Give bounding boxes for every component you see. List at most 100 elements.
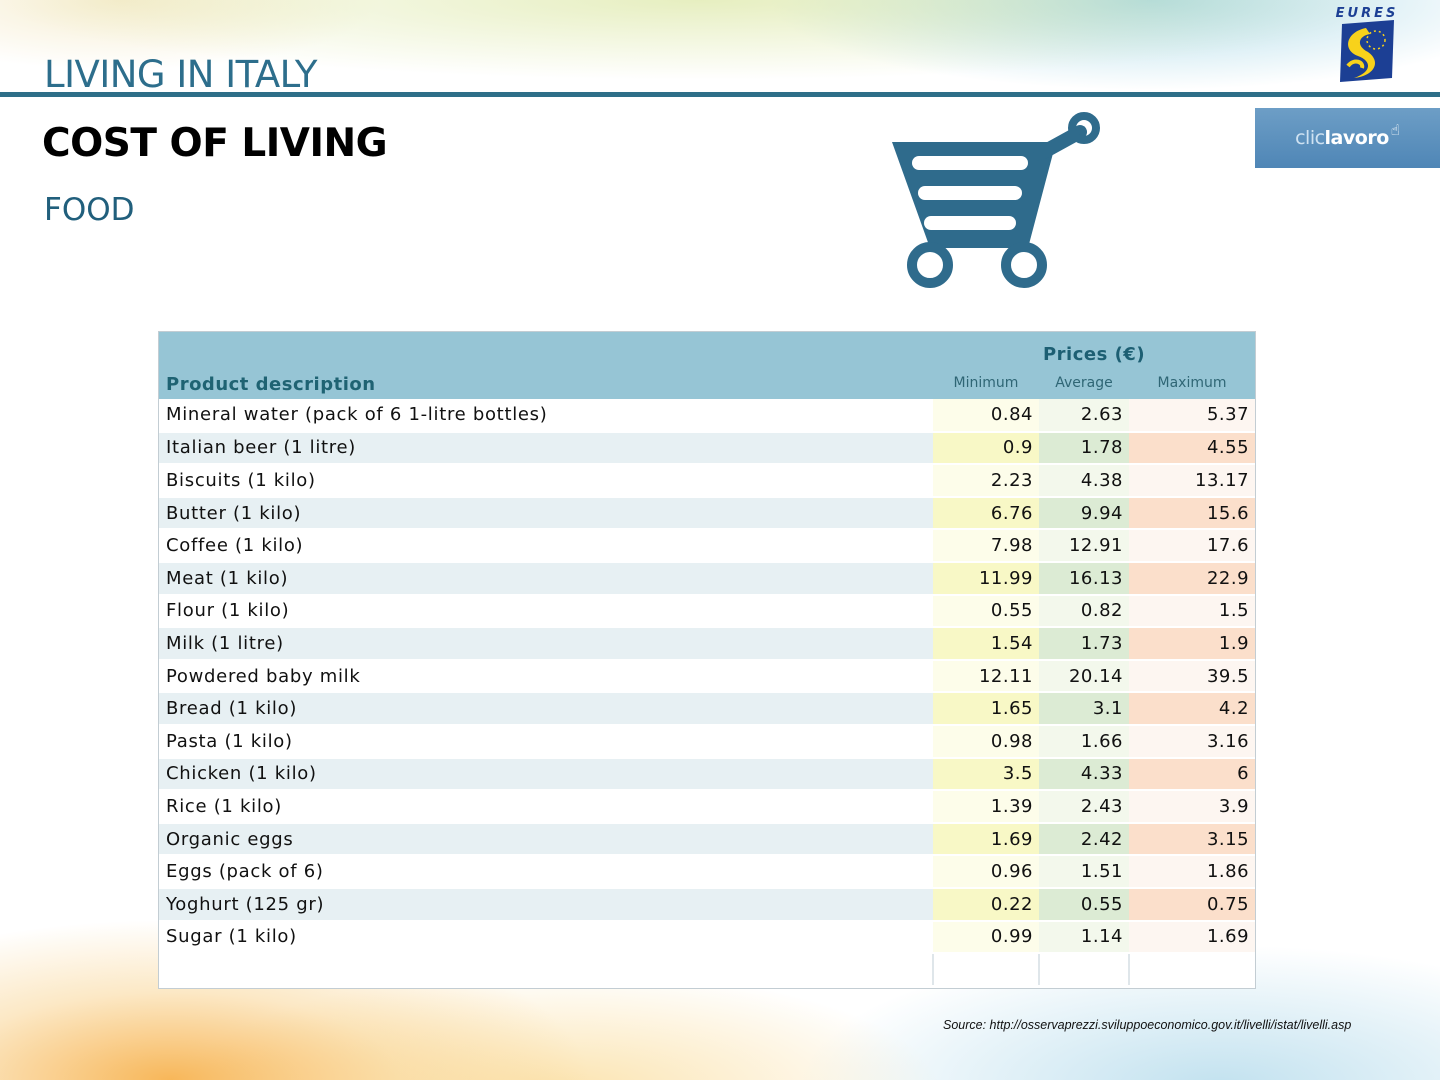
minimum-price-cell: 1.39 xyxy=(933,790,1039,824)
table-row: Yoghurt (125 gr) 0.22 0.55 0.75 xyxy=(159,887,1256,922)
maximum-column-header: Maximum xyxy=(1129,367,1256,399)
slide-subtitle: COST OF LIVING xyxy=(42,121,388,166)
eures-logo-text: EURES xyxy=(1335,6,1399,21)
table-header-spacer xyxy=(159,332,933,367)
minimum-price-cell: 0.22 xyxy=(933,887,1039,922)
table-empty-row xyxy=(159,952,1256,986)
minimum-price-cell: 6.76 xyxy=(933,496,1039,531)
maximum-price-cell: 3.15 xyxy=(1129,822,1256,857)
average-price-cell: 0.55 xyxy=(1039,887,1129,922)
empty-cell xyxy=(1038,952,1129,986)
table-header-row-1: Prices (€) xyxy=(159,332,1256,367)
maximum-price-cell: 3.16 xyxy=(1129,724,1256,759)
table-row: Pasta (1 kilo) 0.98 1.66 3.16 xyxy=(159,724,1256,759)
table-header-row-2: Product description Minimum Average Maxi… xyxy=(159,367,1256,399)
maximum-price-cell: 22.9 xyxy=(1129,561,1256,596)
average-price-cell: 2.63 xyxy=(1039,399,1129,433)
minimum-price-cell: 12.11 xyxy=(933,659,1039,694)
minimum-price-cell: 0.55 xyxy=(933,594,1039,629)
average-price-cell: 4.33 xyxy=(1039,757,1129,792)
eures-logo: EURES xyxy=(1328,6,1406,86)
page-title: LIVING IN ITALY xyxy=(44,53,317,96)
product-name-cell: Italian beer (1 litre) xyxy=(159,431,933,466)
average-price-cell: 1.14 xyxy=(1039,920,1129,955)
product-name-cell: Chicken (1 kilo) xyxy=(159,757,933,792)
minimum-price-cell: 1.54 xyxy=(933,627,1039,661)
average-price-cell: 9.94 xyxy=(1039,496,1129,531)
minimum-price-cell: 3.5 xyxy=(933,757,1039,792)
maximum-price-cell: 17.6 xyxy=(1129,529,1256,563)
header-divider xyxy=(0,92,1440,97)
product-name-cell: Eggs (pack of 6) xyxy=(159,855,933,889)
pointer-hand-icon: ☝ xyxy=(1390,122,1400,139)
product-name-cell: Yoghurt (125 gr) xyxy=(159,887,933,922)
price-table: Prices (€) Product description Minimum A… xyxy=(158,331,1256,989)
table-row: Chicken (1 kilo) 3.5 4.33 6 xyxy=(159,757,1256,792)
empty-cell xyxy=(932,952,1039,986)
average-price-cell: 1.51 xyxy=(1039,855,1129,889)
average-price-cell: 20.14 xyxy=(1039,659,1129,694)
average-price-cell: 2.43 xyxy=(1039,790,1129,824)
table-row: Sugar (1 kilo) 0.99 1.14 1.69 xyxy=(159,920,1256,955)
product-name-cell: Rice (1 kilo) xyxy=(159,790,933,824)
shopping-cart-icon xyxy=(892,112,1100,288)
table-row: Coffee (1 kilo) 7.98 12.91 17.6 xyxy=(159,529,1256,563)
product-name-cell: Mineral water (pack of 6 1-litre bottles… xyxy=(159,399,933,433)
average-price-cell: 1.73 xyxy=(1039,627,1129,661)
table-row: Flour (1 kilo) 0.55 0.82 1.5 xyxy=(159,594,1256,629)
table-row: Eggs (pack of 6) 0.96 1.51 1.86 xyxy=(159,855,1256,889)
table-row: Bread (1 kilo) 1.65 3.1 4.2 xyxy=(159,692,1256,726)
table-row: Rice (1 kilo) 1.39 2.43 3.9 xyxy=(159,790,1256,824)
maximum-price-cell: 13.17 xyxy=(1129,464,1256,498)
maximum-price-cell: 39.5 xyxy=(1129,659,1256,694)
eures-emblem-icon xyxy=(1340,20,1394,82)
table-row: Powdered baby milk 12.11 20.14 39.5 xyxy=(159,659,1256,694)
average-price-cell: 4.38 xyxy=(1039,464,1129,498)
average-price-cell: 2.42 xyxy=(1039,822,1129,857)
maximum-price-cell: 4.2 xyxy=(1129,692,1256,726)
minimum-price-cell: 1.69 xyxy=(933,822,1039,857)
table-row: Meat (1 kilo) 11.99 16.13 22.9 xyxy=(159,561,1256,596)
source-citation: Source: http://osservaprezzi.sviluppoeco… xyxy=(943,1018,1352,1032)
table-row: Biscuits (1 kilo) 2.23 4.38 13.17 xyxy=(159,464,1256,498)
average-price-cell: 16.13 xyxy=(1039,561,1129,596)
price-table-grid: Prices (€) Product description Minimum A… xyxy=(159,332,1256,986)
average-price-cell: 0.82 xyxy=(1039,594,1129,629)
product-name-cell: Coffee (1 kilo) xyxy=(159,529,933,563)
maximum-price-cell: 1.86 xyxy=(1129,855,1256,889)
minimum-price-cell: 0.98 xyxy=(933,724,1039,759)
table-row: Butter (1 kilo) 6.76 9.94 15.6 xyxy=(159,496,1256,531)
maximum-price-cell: 1.9 xyxy=(1129,627,1256,661)
empty-cell xyxy=(159,952,933,986)
maximum-price-cell: 1.69 xyxy=(1129,920,1256,955)
prices-title: Prices (€) xyxy=(933,332,1256,367)
maximum-price-cell: 1.5 xyxy=(1129,594,1256,629)
minimum-price-cell: 1.65 xyxy=(933,692,1039,726)
product-name-cell: Pasta (1 kilo) xyxy=(159,724,933,759)
average-column-header: Average xyxy=(1039,367,1129,399)
product-name-cell: Bread (1 kilo) xyxy=(159,692,933,726)
minimum-price-cell: 11.99 xyxy=(933,561,1039,596)
minimum-column-header: Minimum xyxy=(933,367,1039,399)
product-name-cell: Organic eggs xyxy=(159,822,933,857)
table-row: Milk (1 litre) 1.54 1.73 1.9 xyxy=(159,627,1256,661)
maximum-price-cell: 5.37 xyxy=(1129,399,1256,433)
product-name-cell: Butter (1 kilo) xyxy=(159,496,933,531)
average-price-cell: 1.66 xyxy=(1039,724,1129,759)
maximum-price-cell: 0.75 xyxy=(1129,887,1256,922)
average-price-cell: 12.91 xyxy=(1039,529,1129,563)
table-row: Organic eggs 1.69 2.42 3.15 xyxy=(159,822,1256,857)
product-description-header: Product description xyxy=(159,367,933,399)
cliclavoro-logo-text: cliclavoro xyxy=(1295,127,1389,149)
cliclavoro-logo: cliclavoro ☝ xyxy=(1255,108,1440,168)
table-row: Italian beer (1 litre) 0.9 1.78 4.55 xyxy=(159,431,1256,466)
product-name-cell: Biscuits (1 kilo) xyxy=(159,464,933,498)
minimum-price-cell: 7.98 xyxy=(933,529,1039,563)
average-price-cell: 3.1 xyxy=(1039,692,1129,726)
product-name-cell: Meat (1 kilo) xyxy=(159,561,933,596)
table-row: Mineral water (pack of 6 1-litre bottles… xyxy=(159,399,1256,433)
minimum-price-cell: 0.9 xyxy=(933,431,1039,466)
empty-cell xyxy=(1127,952,1256,986)
product-name-cell: Powdered baby milk xyxy=(159,659,933,694)
section-heading: FOOD xyxy=(44,192,135,228)
